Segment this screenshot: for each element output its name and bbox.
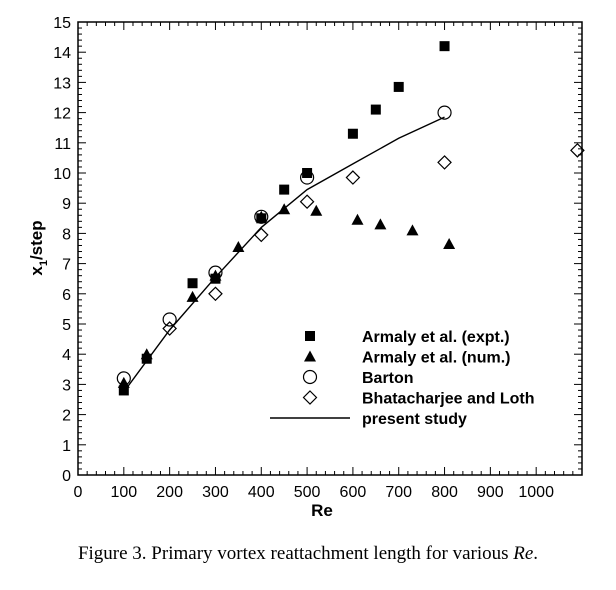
y-tick-label: 15 (53, 15, 71, 32)
x-tick-label: 500 (294, 484, 321, 501)
data-point (299, 170, 315, 185)
data-series (116, 41, 585, 396)
x-axis-title: Re (311, 501, 333, 520)
y-axis-title-subscript: 1 (38, 260, 50, 266)
legend-label: Armaly et al. (expt.) (362, 329, 510, 346)
x-tick-label: 0 (74, 484, 83, 501)
y-tick-label: 14 (53, 45, 71, 62)
data-point (232, 240, 245, 252)
plot-frame (77, 21, 583, 476)
caption-end: . (533, 543, 539, 564)
y-tick-label: 6 (62, 287, 71, 304)
legend: Armaly et al. (expt.) Armaly et al. (num.… (270, 329, 534, 428)
x-tick-label: 100 (110, 484, 137, 501)
y-tick-label: 8 (62, 226, 71, 243)
y-tick-label: 0 (62, 468, 71, 485)
data-point (253, 227, 269, 243)
data-point (370, 104, 381, 115)
caption-italic-re: Re (513, 543, 534, 564)
y-tick-label: 2 (62, 408, 71, 425)
x-tick-label: 600 (340, 484, 367, 501)
data-point (162, 312, 177, 327)
series-4 (123, 116, 445, 393)
x-tick-label: 300 (202, 484, 229, 501)
x-tick-label: 700 (385, 484, 412, 501)
data-point (443, 237, 456, 249)
y-tick-label: 4 (62, 347, 71, 364)
data-point (162, 321, 177, 336)
legend-marker (304, 350, 316, 362)
legend-label: Bhatacharjee and Loth (362, 391, 534, 408)
data-point (254, 209, 269, 224)
y-axis-title: x1/step (27, 220, 50, 275)
x-tick-label: 800 (431, 484, 458, 501)
data-point (255, 210, 268, 222)
data-point (118, 385, 129, 396)
data-point (117, 376, 130, 388)
y-tick-label: 7 (62, 257, 71, 274)
legend-label: present study (362, 411, 467, 428)
data-point (208, 265, 223, 280)
y-tick-label: 10 (53, 166, 71, 183)
x-tick-label: 900 (477, 484, 504, 501)
x-tick-label: 400 (248, 484, 275, 501)
data-point (570, 143, 585, 158)
data-point (351, 213, 364, 225)
data-point (186, 290, 199, 302)
y-tick-label: 9 (62, 196, 71, 213)
data-point (437, 155, 452, 170)
data-point (374, 218, 387, 230)
y-axis-title-group: x1/step (27, 220, 50, 275)
caption-text: Figure 3. Primary vortex reattachment le… (77, 543, 514, 564)
y-tick-label: 11 (54, 136, 71, 153)
data-point (437, 105, 452, 120)
series-2 (116, 105, 452, 386)
y-axis-title-rest: /step (27, 220, 46, 260)
data-point (310, 204, 323, 216)
data-point (439, 41, 450, 52)
y-tick-label: 13 (53, 75, 71, 92)
legend-label: Barton (362, 370, 414, 387)
x-tick-labels: 0 100 200 300 400 500 600 700 800 900 1000 (74, 484, 555, 501)
data-point (406, 224, 419, 236)
data-point (279, 184, 290, 195)
legend-marker (305, 331, 315, 341)
data-point (140, 348, 153, 360)
figure-caption: Figure 3. Primary vortex reattachment le… (0, 543, 616, 565)
y-tick-label: 1 (62, 438, 71, 455)
y-tick-label: 3 (62, 377, 71, 394)
data-point (299, 194, 315, 210)
data-point (345, 170, 361, 185)
x-tick-label: 200 (156, 484, 183, 501)
legend-label: Armaly et al. (num.) (362, 350, 510, 367)
data-point (116, 371, 131, 386)
y-tick-label: 5 (62, 317, 71, 334)
legend-marker (302, 369, 318, 385)
data-point (208, 286, 223, 302)
series-3 (162, 143, 585, 336)
chart-figure: 0 100 200 300 400 500 600 700 800 900 1000 0123456… (27, 15, 585, 520)
data-point (187, 278, 198, 289)
axis-ticks (77, 21, 583, 476)
x-tick-label: 1000 (518, 484, 554, 501)
present-study-line (123, 116, 445, 393)
data-point (347, 128, 358, 139)
y-tick-label: 12 (53, 106, 71, 123)
data-point (393, 81, 404, 92)
y-axis-title-main: x (27, 266, 46, 276)
legend-marker (302, 390, 318, 405)
data-point (302, 168, 313, 178)
